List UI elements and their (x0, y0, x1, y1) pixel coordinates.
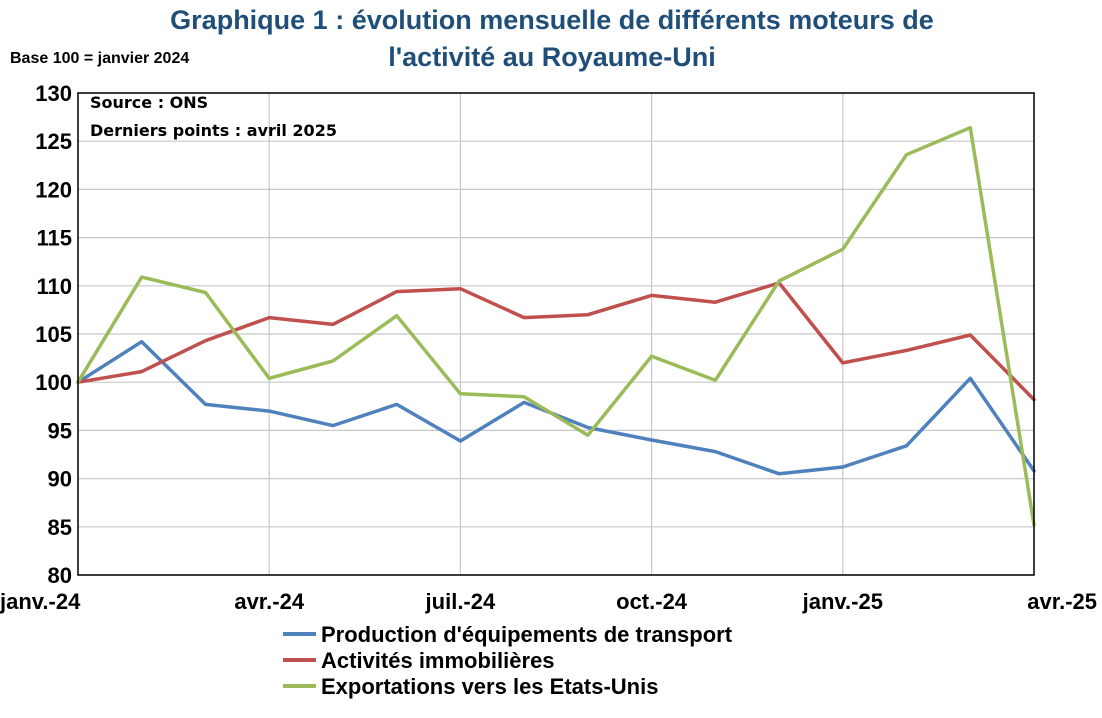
source-annotation: Source : ONS (90, 93, 208, 112)
y-tick-label: 125 (35, 129, 72, 154)
y-tick-label: 105 (35, 322, 72, 347)
x-tick-label: janv.-24 (0, 589, 81, 614)
plot-frame (77, 92, 1035, 576)
x-tick-label: avr.-25 (1027, 589, 1097, 614)
legend-label-0: Production d'équipements de transport (321, 622, 733, 647)
chart-title-line2: l'activité au Royaume-Uni (388, 42, 716, 72)
y-tick-label: 120 (35, 177, 72, 202)
series-line-2 (76, 125, 1036, 527)
y-tick-label: 90 (48, 467, 72, 492)
x-axis-ticks: janv.-24 avr.-24 juil.-24 oct.-24 janv.-25 av… (0, 589, 1097, 614)
series-layer (76, 125, 1036, 527)
y-tick-label: 115 (37, 226, 73, 251)
chart-subtitle: Base 100 = janvier 2024 (10, 50, 189, 67)
series-line-0 (76, 339, 1036, 476)
y-tick-label: 100 (35, 370, 72, 395)
series-line-1 (76, 281, 1036, 402)
legend-label-2: Exportations vers les Etats-Unis (321, 674, 658, 699)
y-axis-ticks: 80 85 90 95 100 105 110 115 120 125 130 (35, 81, 72, 588)
y-tick-label: 80 (48, 563, 72, 588)
x-tick-label: oct.-24 (616, 589, 688, 614)
last-point-annotation: Derniers points : avril 2025 (90, 121, 337, 140)
y-tick-label: 95 (48, 418, 72, 443)
y-tick-label: 110 (37, 274, 73, 299)
y-tick-label: 130 (35, 81, 72, 106)
legend: Production d'équipements de transportAct… (283, 622, 733, 699)
legend-label-1: Activités immobilières (321, 648, 555, 673)
y-tick-label: 85 (48, 515, 72, 540)
x-tick-label: janv.-25 (802, 589, 883, 614)
x-tick-label: juil.-24 (425, 589, 496, 614)
x-tick-label: avr.-24 (234, 589, 304, 614)
chart-title-line1: Graphique 1 : évolution mensuelle de dif… (170, 5, 934, 35)
